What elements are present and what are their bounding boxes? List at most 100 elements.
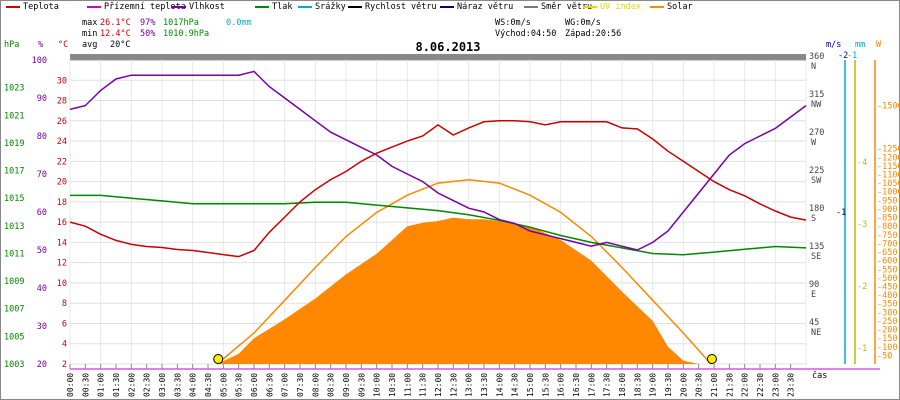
stat-min-press: 1010.9hPa (163, 29, 210, 39)
stat-avg-label: avg (82, 40, 98, 50)
humidity-tick-label: 90 (37, 94, 47, 104)
temperature-tick-label: 10 (57, 279, 67, 289)
legend-solar: Solar (650, 2, 693, 12)
pressure-tick-label: 1021 (4, 111, 24, 121)
stat-max-press: 1017hPa (163, 18, 199, 28)
x-tick-label: 08:00 (311, 373, 320, 397)
axes-layer: 1003100510071009101110131015101710191021… (4, 51, 900, 370)
legend-srazky: Srážky (298, 2, 346, 12)
solar-tick-label: -1100 (877, 171, 900, 181)
sun-marker (706, 354, 717, 364)
temperature-tick-label: 28 (57, 97, 67, 107)
x-tick-label: 19:30 (664, 373, 673, 397)
wind-gust-readout: WG:0m/s (565, 18, 601, 28)
stat-min-hum: 50% (140, 29, 156, 39)
x-tick-label: 03:30 (173, 373, 182, 397)
uv-tick-label: -3 (857, 220, 867, 230)
x-tick-label: 09:00 (342, 373, 351, 397)
pressure-unit-label: hPa (4, 40, 19, 50)
uv-tick-label: -1 (857, 344, 867, 354)
x-tick-label: 10:00 (373, 373, 382, 397)
legend-teplota: Teplota (6, 2, 59, 12)
series-line-teplota (69, 120, 807, 258)
sun-marker (213, 354, 224, 364)
x-tick-label: 03:00 (158, 373, 167, 397)
direction-tick-compass: SE (811, 252, 821, 262)
x-tick-label: 14:00 (495, 373, 504, 397)
solar-tick-label: -600 (877, 257, 897, 267)
x-tick-label: 18:30 (633, 373, 642, 397)
solar-tick-label: -500 (877, 274, 897, 284)
stat-max-rain: 0.0mm (226, 18, 252, 28)
x-tick-label: 01:00 (97, 373, 106, 397)
temperature-unit-label: °C (58, 40, 68, 50)
x-unit-label: čas (812, 370, 827, 381)
solar-tick-label: -300 (877, 308, 897, 318)
direction-tick-compass: NW (811, 100, 822, 110)
x-tick-label: 11:00 (403, 373, 412, 397)
solar-tick-label: -1250 (877, 145, 900, 155)
x-tick-label: 19:00 (649, 373, 658, 397)
pressure-tick-label: 1003 (4, 360, 24, 370)
legend-prizemni-teplota: Přízemní teplota (87, 2, 186, 12)
temperature-tick-label: 12 (57, 259, 67, 269)
x-tick-label: 20:30 (695, 373, 704, 397)
solar-unit-label: W (876, 40, 882, 50)
solar-tick-label: -100 (877, 343, 897, 353)
x-tick-label: 17:30 (603, 373, 612, 397)
solar-tick-label: -50 (877, 351, 892, 361)
solar-tick-label: -150 (877, 334, 897, 344)
x-tick-label: 12:00 (434, 373, 443, 397)
temperature-tick-label: 14 (57, 238, 67, 248)
solar-theoretical-line (216, 178, 712, 365)
x-axis-ticks: 00:00 00:30 01:00 01:30 02:00 02:30 03:00 03:30… (66, 364, 880, 397)
x-tick-label: 05:30 (235, 373, 244, 397)
direction-tick-degrees: 90 (809, 280, 819, 290)
solar-area (217, 217, 699, 364)
x-tick-label: 04:00 (189, 373, 198, 397)
solar-tick-label: -450 (877, 282, 897, 292)
x-tick-label: 14:30 (511, 373, 520, 397)
x-tick-label: 07:30 (296, 373, 305, 397)
stat-min-label: min (82, 29, 98, 39)
legend-vlhkost: Vlhkost (172, 2, 225, 12)
legend-uv-index: UV index (583, 2, 641, 12)
temperature-tick-label: 30 (57, 76, 67, 86)
direction-tick-degrees: 360 (809, 52, 824, 62)
wind-speed-readout: WS:0m/s (495, 18, 531, 28)
solar-tick-label: -650 (877, 248, 897, 258)
solar-tick-label: -1050 (877, 179, 900, 189)
title-bar (70, 54, 806, 60)
humidity-tick-label: 100 (32, 56, 47, 66)
pressure-tick-label: 1005 (4, 332, 24, 342)
solar-tick-label: -700 (877, 239, 897, 249)
x-tick-label: 04:30 (204, 373, 213, 397)
x-tick-label: 00:00 (66, 373, 75, 397)
direction-tick-compass: W (811, 138, 817, 148)
x-tick-label: 13:30 (480, 373, 489, 397)
x-tick-label: 20:00 (679, 373, 688, 397)
sun-markers (213, 354, 717, 364)
humidity-tick-label: 20 (37, 360, 47, 370)
x-tick-label: 17:00 (587, 373, 596, 397)
sunrise-readout: Východ:04:50 (495, 29, 557, 39)
series-line-vlhkost (69, 70, 807, 251)
humidity-tick-label: 80 (37, 132, 47, 142)
uv-tick-label: -4 (857, 158, 867, 168)
temperature-tick-label: 2 (62, 360, 67, 370)
humidity-tick-label: 60 (37, 208, 47, 218)
legend-naraz-vetru: Náraz větru (440, 2, 513, 12)
pressure-tick-label: 1013 (4, 222, 24, 232)
pressure-tick-label: 1019 (4, 139, 24, 149)
temperature-tick-label: 8 (62, 299, 67, 309)
wind-tick-label: -1 (836, 208, 846, 218)
rain-unit-label: mm (855, 40, 865, 50)
solar-tick-label: -750 (877, 231, 897, 241)
series-layer (69, 70, 807, 258)
direction-tick-degrees: 180 (809, 204, 824, 214)
x-tick-label: 22:30 (756, 373, 765, 397)
direction-tick-degrees: 270 (809, 128, 824, 138)
rain-tick-label: -1 (847, 51, 857, 61)
x-tick-label: 06:00 (250, 373, 259, 397)
direction-tick-degrees: 45 (809, 318, 819, 328)
